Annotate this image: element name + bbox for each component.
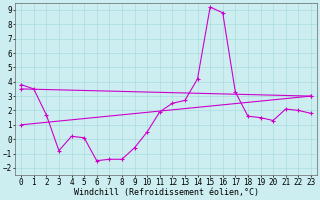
X-axis label: Windchill (Refroidissement éolien,°C): Windchill (Refroidissement éolien,°C) (74, 188, 259, 197)
